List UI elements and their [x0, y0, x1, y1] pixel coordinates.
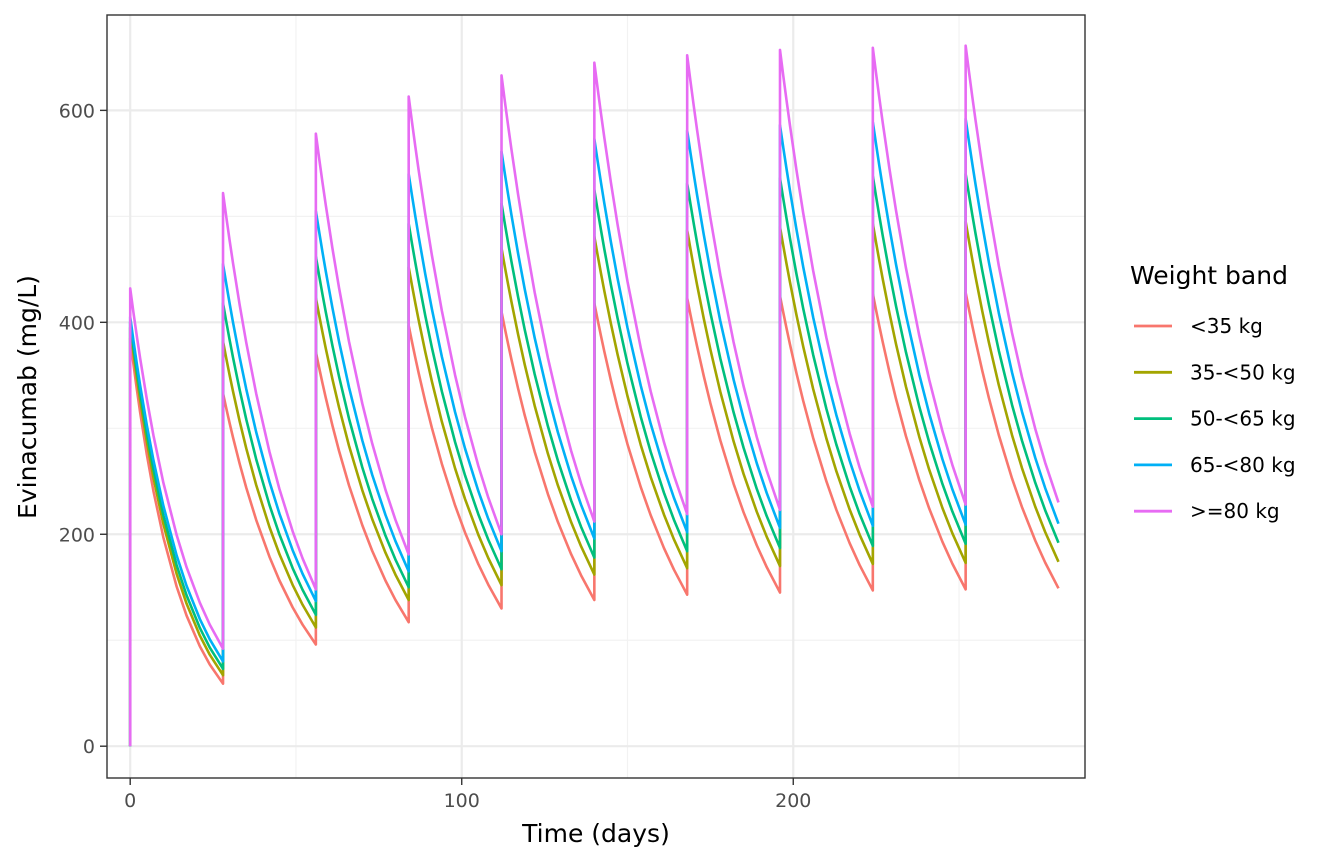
series-line-2	[128, 220, 1060, 747]
legend: Weight band <35 kg 35-<50 kg 50-<65 kg 65-<…	[1130, 261, 1296, 523]
legend-label-5: >=80 kg	[1190, 499, 1280, 523]
y-tick-label: 200	[59, 524, 95, 546]
legend-title: Weight band	[1130, 261, 1288, 290]
legend-label-3: 50-<65 kg	[1190, 407, 1296, 431]
series-line-1	[128, 291, 1060, 747]
x-axis-title: Time (days)	[521, 819, 670, 848]
y-axis-title: Evinacumab (mg/L)	[13, 275, 42, 519]
y-tick-label: 400	[59, 312, 95, 334]
y-tick-label: 0	[83, 736, 95, 758]
grid-layer	[107, 15, 1085, 778]
series-line-5	[128, 44, 1060, 747]
x-tick-label: 100	[444, 790, 480, 812]
series-line-4	[128, 117, 1060, 747]
legend-label-1: <35 kg	[1190, 314, 1263, 338]
x-tick-label: 200	[775, 790, 811, 812]
series-lines	[128, 44, 1060, 747]
axes-layer: 0 100 200 0 200 400 600	[59, 100, 812, 812]
y-tick-label: 600	[59, 100, 95, 122]
series-line-3	[128, 172, 1060, 747]
legend-label-2: 35-<50 kg	[1190, 360, 1296, 384]
x-tick-label: 0	[124, 790, 136, 812]
panel-border	[106, 14, 1086, 779]
legend-label-4: 65-<80 kg	[1190, 453, 1296, 477]
legend-items: <35 kg 35-<50 kg 50-<65 kg 65-<80 kg >=80 kg	[1134, 314, 1296, 523]
